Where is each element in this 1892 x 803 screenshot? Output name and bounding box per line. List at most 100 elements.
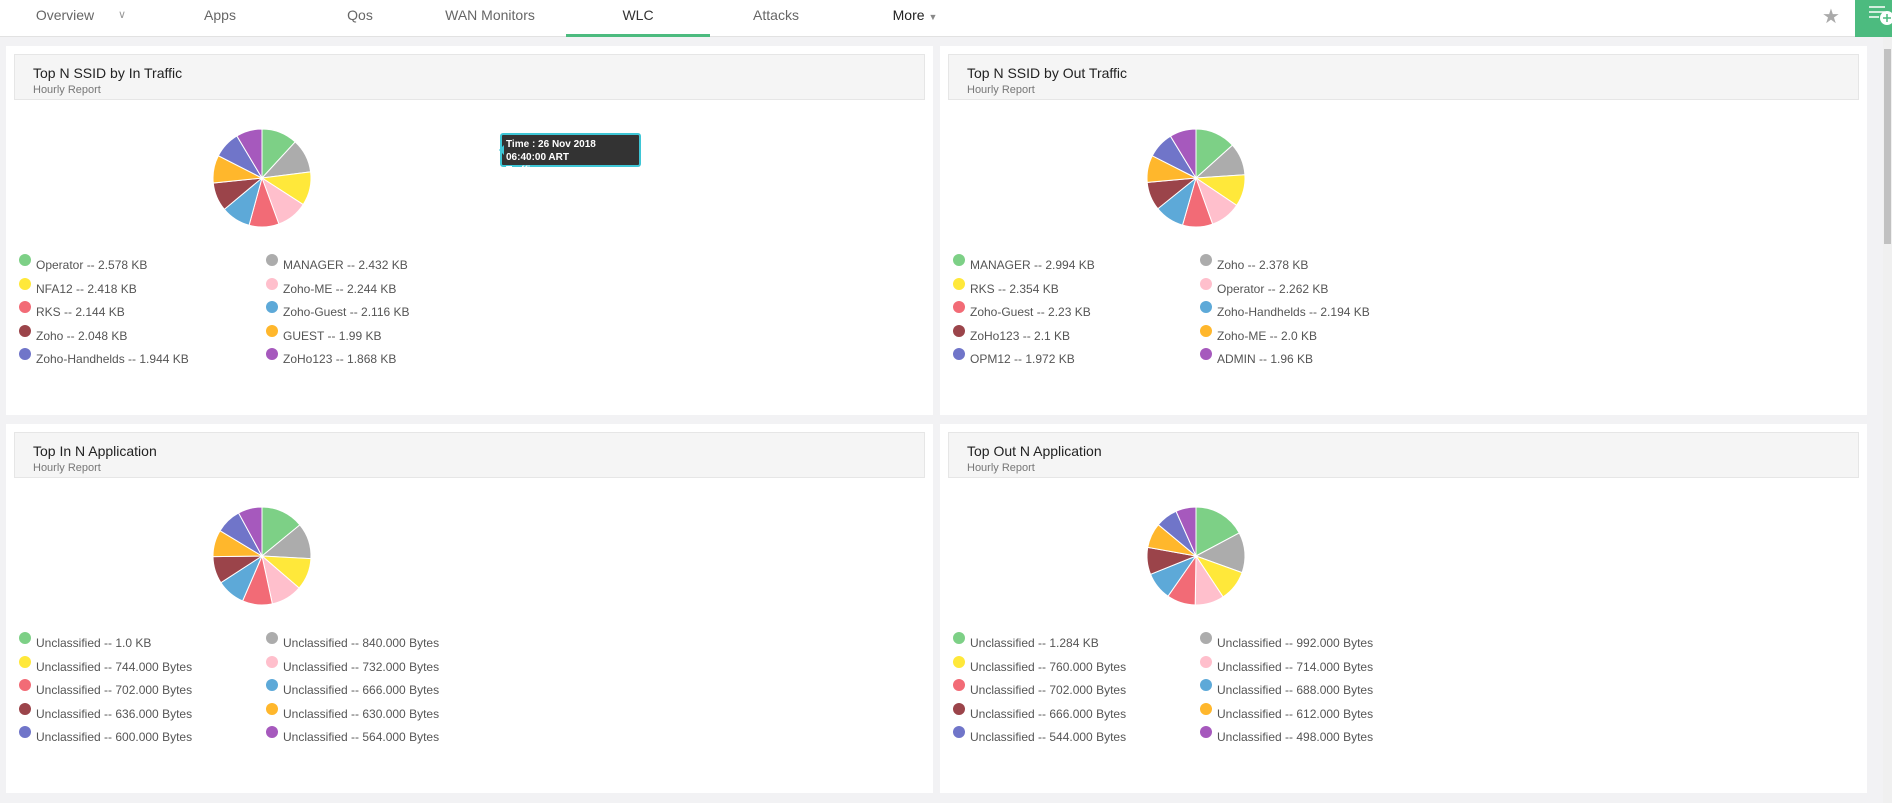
legend-item[interactable]: Unclassified -- 1.0 KB bbox=[19, 632, 152, 650]
legend-dot-icon bbox=[1200, 632, 1212, 644]
tooltip-time: Time : 26 Nov 2018 06:40:00 ART bbox=[506, 139, 596, 163]
panel-out-application: Top Out N Application Hourly Report Unclas… bbox=[940, 424, 1867, 793]
legend-item[interactable]: Unclassified -- 544.000 Bytes bbox=[953, 726, 1126, 744]
legend-label: Unclassified -- 702.000 Bytes bbox=[36, 683, 193, 697]
legend-label: Unclassified -- 636.000 Bytes bbox=[36, 707, 193, 721]
legend-label: Unclassified -- 688.000 Bytes bbox=[1217, 683, 1374, 697]
legend-dot-icon bbox=[19, 656, 31, 668]
legend-dot-icon bbox=[1200, 726, 1212, 738]
overview-chevron-down-icon[interactable]: ∨ bbox=[117, 9, 127, 21]
legend-item[interactable]: RKS -- 2.354 KB bbox=[953, 278, 1059, 296]
tab-apps[interactable]: Apps bbox=[204, 7, 236, 23]
legend-dot-icon bbox=[1200, 254, 1212, 266]
legend-dot-icon bbox=[19, 254, 31, 266]
panel-header: Top N SSID by In Traffic Hourly Report bbox=[14, 54, 925, 100]
legend-item[interactable]: Unclassified -- 498.000 Bytes bbox=[1200, 726, 1374, 744]
legend-dot-icon bbox=[1200, 325, 1212, 337]
tab-attacks[interactable]: Attacks bbox=[753, 7, 799, 23]
legend-dot-icon bbox=[953, 726, 965, 738]
legend-item[interactable]: Unclassified -- 666.000 Bytes bbox=[266, 679, 439, 697]
legend-item[interactable]: Zoho -- 2.378 KB bbox=[1200, 254, 1309, 272]
pie-slice[interactable] bbox=[236, 128, 263, 180]
legend-label: Zoho -- 2.378 KB bbox=[1217, 258, 1309, 272]
panel-header: Top Out N Application Hourly Report bbox=[948, 432, 1859, 478]
legend-item[interactable]: Zoho-Handhelds -- 1.944 KB bbox=[19, 348, 189, 366]
legend-item[interactable]: Operator -- 2.262 KB bbox=[1200, 278, 1329, 296]
panel-header: Top N SSID by Out Traffic Hourly Report bbox=[948, 54, 1859, 100]
legend-item[interactable]: Unclassified -- 1.284 KB bbox=[953, 632, 1099, 650]
legend-item[interactable]: Unclassified -- 702.000 Bytes bbox=[953, 679, 1126, 697]
panel-title: Top Out N Application bbox=[967, 443, 1102, 459]
more-menu[interactable]: More ▼ bbox=[880, 0, 950, 37]
panel-subtitle: Hourly Report bbox=[967, 84, 1035, 96]
legend-label: MANAGER -- 2.432 KB bbox=[283, 258, 408, 272]
legend-dot-icon bbox=[19, 632, 31, 644]
legend-item[interactable]: Unclassified -- 840.000 Bytes bbox=[266, 632, 439, 650]
star-icon[interactable]: ★ bbox=[1822, 6, 1840, 28]
legend-item[interactable]: MANAGER -- 2.432 KB bbox=[266, 254, 408, 272]
legend-item[interactable]: Zoho -- 2.048 KB bbox=[19, 325, 127, 343]
scrollbar[interactable] bbox=[1883, 37, 1892, 803]
legend-item[interactable]: Zoho-Guest -- 2.23 KB bbox=[953, 301, 1091, 319]
legend-dot-icon bbox=[266, 325, 278, 337]
legend-label: Unclassified -- 666.000 Bytes bbox=[970, 707, 1127, 721]
legend-item[interactable]: ZoHo123 -- 2.1 KB bbox=[953, 325, 1071, 343]
pie-slice[interactable] bbox=[1169, 128, 1197, 180]
legend-item[interactable]: Unclassified -- 702.000 Bytes bbox=[19, 679, 193, 697]
legend-item[interactable]: Unclassified -- 564.000 Bytes bbox=[266, 726, 439, 744]
tab-qos[interactable]: Qos bbox=[347, 7, 373, 23]
legend-item[interactable]: Unclassified -- 600.000 Bytes bbox=[19, 726, 192, 744]
legend-label: Unclassified -- 760.000 Bytes bbox=[970, 660, 1127, 674]
legend-dot-icon bbox=[19, 726, 31, 738]
legend-dot-icon bbox=[953, 301, 965, 313]
legend-item[interactable]: MANAGER -- 2.994 KB bbox=[953, 254, 1095, 272]
caret-down-icon: ▼ bbox=[928, 12, 938, 22]
legend-item[interactable]: Unclassified -- 992.000 Bytes bbox=[1200, 632, 1373, 650]
legend-item[interactable]: ADMIN -- 1.96 KB bbox=[1200, 348, 1313, 366]
legend-item[interactable]: ZoHo123 -- 1.868 KB bbox=[266, 348, 396, 366]
legend-label: Operator -- 2.578 KB bbox=[36, 258, 148, 272]
legend-label: ZoHo123 -- 2.1 KB bbox=[970, 329, 1071, 343]
pie-slice[interactable] bbox=[1195, 506, 1240, 557]
legend-item[interactable]: Unclassified -- 636.000 Bytes bbox=[19, 703, 193, 721]
legend-item[interactable]: Zoho-ME -- 2.244 KB bbox=[266, 278, 396, 296]
legend-item[interactable]: Unclassified -- 732.000 Bytes bbox=[266, 656, 439, 674]
legend-dot-icon bbox=[266, 632, 278, 644]
pie-slice[interactable] bbox=[237, 506, 263, 557]
legend-item[interactable]: Unclassified -- 760.000 Bytes bbox=[953, 656, 1127, 674]
legend-item[interactable]: Zoho-ME -- 2.0 KB bbox=[1200, 325, 1317, 343]
legend-dot-icon bbox=[953, 254, 965, 266]
legend-dot-icon bbox=[1200, 348, 1212, 360]
tab-wan-monitors[interactable]: WAN Monitors bbox=[445, 7, 535, 23]
legend-dot-icon bbox=[266, 301, 278, 313]
chart-tooltip: Time : 26 Nov 2018 06:40:00 ART Traffic :… bbox=[499, 133, 641, 189]
legend-label: Unclassified -- 498.000 Bytes bbox=[1217, 730, 1374, 744]
tab-overview[interactable]: Overview bbox=[35, 7, 95, 23]
add-widget-button[interactable] bbox=[1855, 0, 1892, 37]
legend-item[interactable]: Unclassified -- 630.000 Bytes bbox=[266, 703, 439, 721]
legend-label: Unclassified -- 714.000 Bytes bbox=[1217, 660, 1374, 674]
legend-item[interactable]: GUEST -- 1.99 KB bbox=[266, 325, 381, 343]
panel-in-application: Top In N Application Hourly Report Unclass… bbox=[6, 424, 933, 793]
panel-title: Top N SSID by In Traffic bbox=[33, 65, 183, 81]
scrollbar-thumb[interactable] bbox=[1884, 49, 1891, 244]
legend-item[interactable]: Unclassified -- 666.000 Bytes bbox=[953, 703, 1127, 721]
legend-item[interactable]: Unclassified -- 744.000 Bytes bbox=[19, 656, 193, 674]
legend-item[interactable]: Unclassified -- 612.000 Bytes bbox=[1200, 703, 1373, 721]
pie-slice[interactable] bbox=[1175, 506, 1197, 557]
legend-label: Operator -- 2.262 KB bbox=[1217, 282, 1329, 296]
legend-item[interactable]: Zoho-Handhelds -- 2.194 KB bbox=[1200, 301, 1370, 319]
legend-item[interactable]: Unclassified -- 714.000 Bytes bbox=[1200, 656, 1374, 674]
legend-item[interactable]: Zoho-Guest -- 2.116 KB bbox=[266, 301, 410, 319]
tab-wlc[interactable]: WLC bbox=[566, 0, 710, 37]
legend-item[interactable]: OPM12 -- 1.972 KB bbox=[953, 348, 1075, 366]
legend-label: Unclassified -- 1.0 KB bbox=[36, 636, 152, 650]
legend-item[interactable]: NFA12 -- 2.418 KB bbox=[19, 278, 137, 296]
panel-header: Top In N Application Hourly Report bbox=[14, 432, 925, 478]
legend-label: Unclassified -- 744.000 Bytes bbox=[36, 660, 193, 674]
legend-item[interactable]: Unclassified -- 688.000 Bytes bbox=[1200, 679, 1374, 697]
legend-dot-icon bbox=[1200, 679, 1212, 691]
legend-item[interactable]: RKS -- 2.144 KB bbox=[19, 301, 125, 319]
legend-item[interactable]: Operator -- 2.578 KB bbox=[19, 254, 148, 272]
legend-dot-icon bbox=[19, 325, 31, 337]
